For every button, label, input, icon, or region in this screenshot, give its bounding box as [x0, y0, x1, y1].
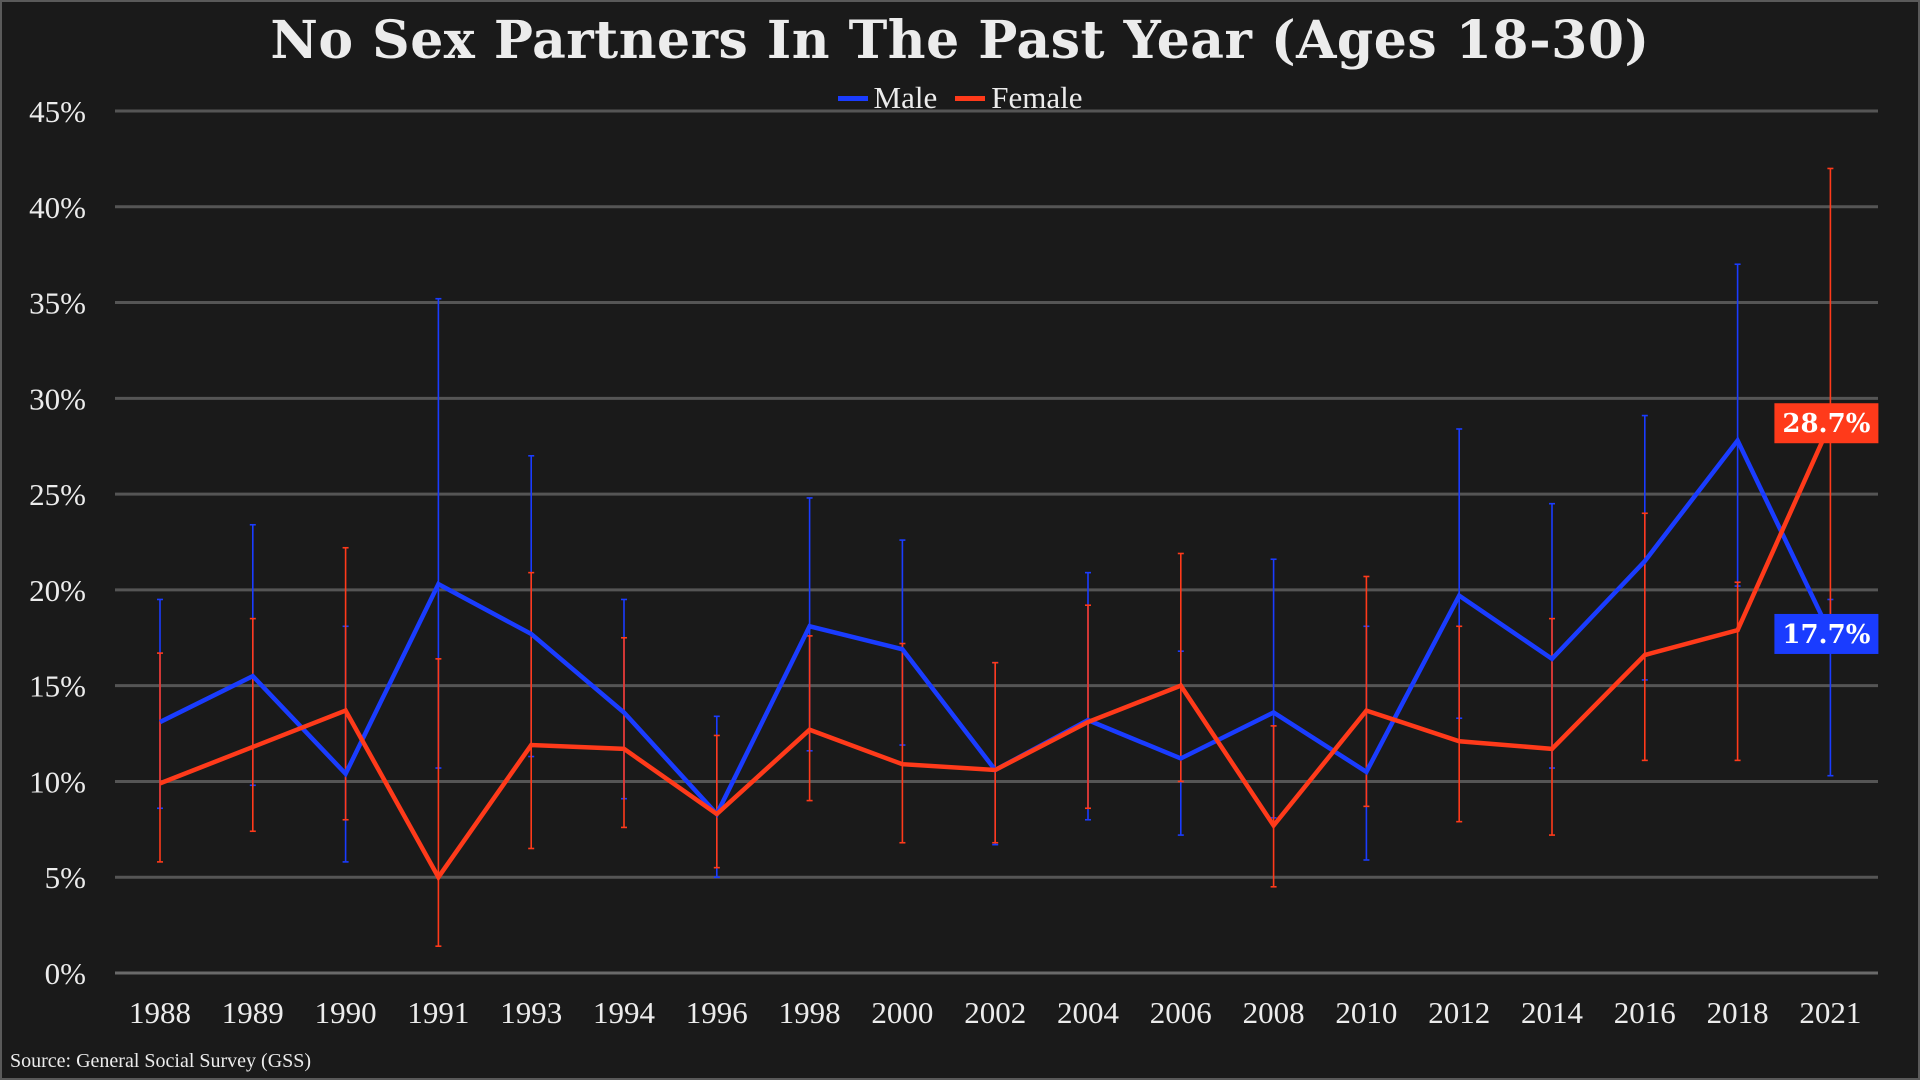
legend-label-female: Female	[991, 80, 1083, 115]
x-tick-label: 2014	[1521, 995, 1584, 1030]
x-tick-label: 2002	[964, 995, 1026, 1030]
legend-label-male: Male	[873, 80, 938, 115]
y-tick-label: 20%	[29, 573, 86, 608]
y-tick-label: 0%	[45, 956, 86, 991]
x-tick-label: 2021	[1799, 995, 1861, 1030]
legend-swatch-female	[955, 95, 986, 101]
end-label-female: 28.7%	[1782, 409, 1870, 439]
source-note: Source: General Social Survey (GSS)	[10, 1050, 312, 1072]
y-tick-label: 30%	[29, 381, 86, 416]
x-tick-label: 2012	[1428, 995, 1490, 1030]
y-tick-label: 10%	[29, 764, 86, 799]
y-tick-label: 5%	[45, 860, 86, 895]
chart-title: No Sex Partners In The Past Year (Ages 1…	[270, 10, 1650, 71]
legend-entry-male: Male	[837, 80, 938, 116]
legend-entry-female: Female	[955, 80, 1082, 116]
series-line-female	[159, 422, 1833, 882]
x-tick-label: 2006	[1150, 995, 1212, 1030]
x-tick-label: 1998	[779, 995, 841, 1030]
end-label-box-male	[1774, 613, 1879, 654]
x-tick-label: 2008	[1243, 995, 1305, 1030]
x-tick-label: 1990	[315, 995, 377, 1030]
chart-legend: Male Female	[0, 80, 1920, 116]
x-tick-label: 1996	[686, 995, 748, 1030]
x-tick-label: 1994	[593, 995, 656, 1030]
end-label-male: 17.7%	[1782, 620, 1870, 650]
x-tick-label: 2010	[1335, 995, 1397, 1030]
legend-swatch-male	[837, 95, 868, 101]
y-tick-label: 40%	[29, 190, 86, 225]
y-tick-label: 25%	[29, 477, 86, 512]
x-tick-label: 2000	[871, 995, 933, 1030]
end-label-box-female	[1774, 403, 1879, 444]
x-tick-label: 1989	[222, 995, 284, 1030]
x-tick-label: 1991	[407, 995, 469, 1030]
x-tick-label: 2004	[1057, 995, 1120, 1030]
x-tick-label: 2018	[1707, 995, 1769, 1030]
y-tick-label: 15%	[29, 669, 86, 704]
y-tick-label: 35%	[29, 286, 86, 321]
x-tick-label: 1993	[500, 995, 562, 1030]
x-tick-label: 2016	[1614, 995, 1676, 1030]
y-tick-label: 45%	[29, 94, 86, 129]
x-tick-label: 1988	[129, 995, 191, 1030]
